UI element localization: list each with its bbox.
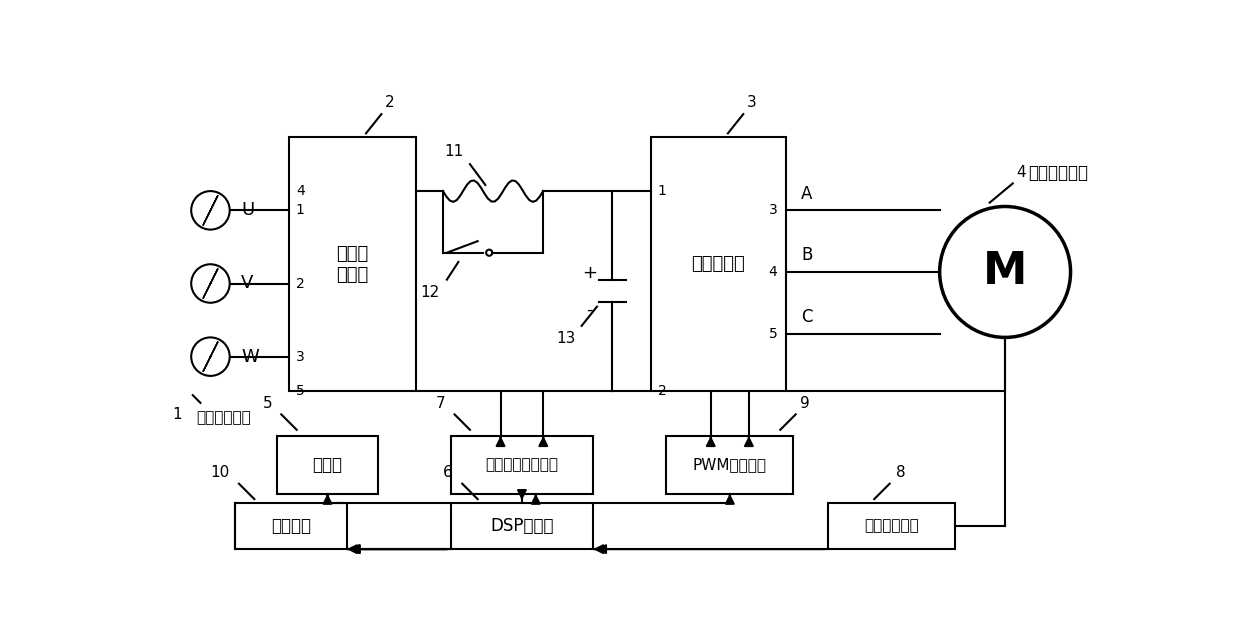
Bar — [450, 436, 593, 494]
Text: 11: 11 — [444, 144, 464, 159]
Bar — [236, 503, 347, 549]
Text: 9: 9 — [800, 396, 810, 411]
Text: DSP控制板: DSP控制板 — [490, 517, 554, 535]
Text: PWM驱动模块: PWM驱动模块 — [693, 457, 766, 472]
Text: A: A — [801, 185, 812, 203]
Text: 3: 3 — [296, 350, 305, 364]
Text: 触摸屏: 触摸屏 — [312, 456, 342, 474]
Text: 12: 12 — [420, 285, 439, 300]
Text: 3: 3 — [769, 203, 777, 217]
Text: 二极管
整流桥: 二极管 整流桥 — [336, 245, 368, 284]
Text: 2: 2 — [296, 277, 305, 290]
Text: -: - — [587, 301, 593, 319]
Text: 保护电路: 保护电路 — [270, 517, 311, 535]
Text: 4: 4 — [769, 265, 777, 279]
Text: 三相逆变桥: 三相逆变桥 — [692, 255, 745, 273]
Text: 5: 5 — [769, 326, 777, 341]
Text: 电流检测电路: 电流检测电路 — [864, 518, 919, 534]
Text: B: B — [801, 246, 812, 264]
Text: W: W — [242, 348, 259, 365]
Bar — [651, 137, 786, 391]
Text: 1: 1 — [658, 184, 667, 198]
Text: 5: 5 — [296, 384, 305, 398]
Text: 直流电压检测电路: 直流电压检测电路 — [485, 457, 558, 472]
Text: 三相交流电源: 三相交流电源 — [197, 411, 252, 425]
Text: 10: 10 — [211, 465, 229, 480]
Text: 2: 2 — [658, 384, 667, 398]
Bar — [289, 137, 417, 391]
Text: 永磁同步电机: 永磁同步电机 — [1028, 164, 1089, 182]
Text: 5: 5 — [263, 396, 272, 411]
Text: C: C — [801, 308, 812, 326]
Text: 2: 2 — [386, 95, 394, 110]
Text: 8: 8 — [895, 465, 905, 480]
Text: 4: 4 — [296, 184, 305, 198]
Text: U: U — [242, 202, 254, 219]
Text: 6: 6 — [443, 465, 453, 480]
Text: M: M — [983, 251, 1027, 294]
Bar — [666, 436, 794, 494]
Text: 13: 13 — [556, 331, 575, 346]
Text: 7: 7 — [435, 396, 445, 411]
Bar — [828, 503, 955, 549]
Bar — [450, 503, 593, 549]
Bar — [278, 436, 377, 494]
Text: +: + — [582, 264, 596, 282]
Text: 3: 3 — [748, 95, 756, 110]
Text: 4: 4 — [1017, 164, 1027, 180]
Text: 1: 1 — [296, 203, 305, 217]
Text: 1: 1 — [172, 407, 181, 421]
Text: V: V — [242, 275, 254, 292]
